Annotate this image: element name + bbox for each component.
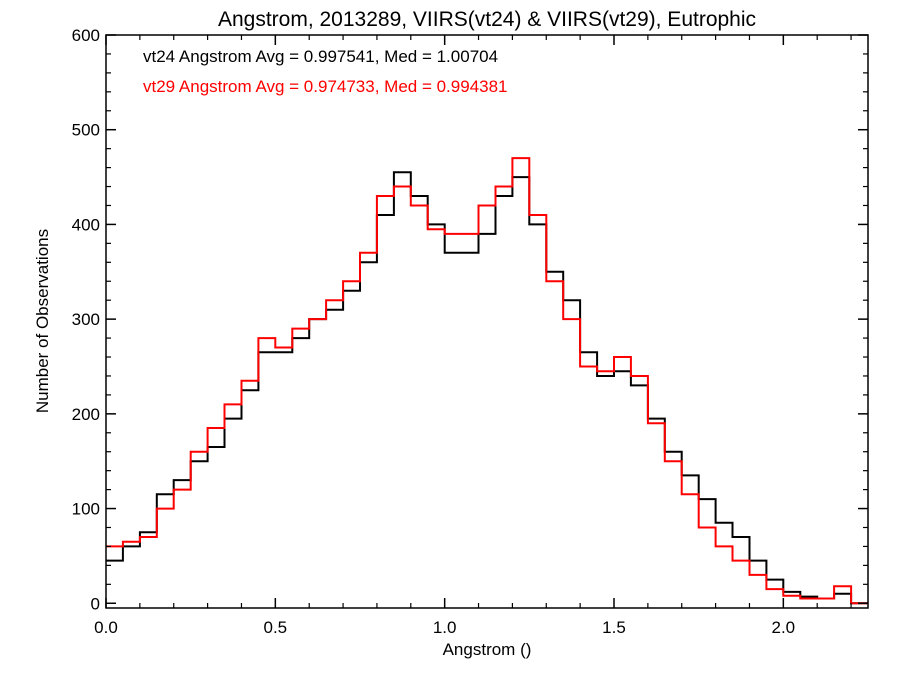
y-tick-label-5: 500 <box>72 121 100 140</box>
x-tick-label-4: 2.0 <box>772 618 796 637</box>
series-line-0 <box>106 171 868 605</box>
series-layer <box>106 157 868 605</box>
x-tick-label-0: 0.0 <box>94 618 118 637</box>
x-axis-label: Angstrom () <box>443 640 532 659</box>
y-tick-label-4: 400 <box>72 215 100 234</box>
x-tick-label-2: 1.0 <box>433 618 457 637</box>
series-line-1 <box>106 157 868 605</box>
y-axis-ticks: 0 100 200 300 400 500 600 <box>72 26 868 613</box>
y-axis-label: Number of Observations <box>33 229 52 413</box>
y-tick-label-3: 300 <box>72 310 100 329</box>
y-tick-label-2: 200 <box>72 405 100 424</box>
legend-annotation-vt29: vt29 Angstrom Avg = 0.974733, Med = 0.99… <box>143 77 508 96</box>
y-tick-label-1: 100 <box>72 500 100 519</box>
chart-title: Angstrom, 2013289, VIIRS(vt24) & VIIRS(v… <box>218 8 756 31</box>
y-tick-label-6: 600 <box>72 26 100 45</box>
plot-frame <box>105 34 869 609</box>
x-tick-label-3: 1.5 <box>602 618 626 637</box>
x-axis-ticks: 0.0 0.5 1.0 1.5 2.0 <box>94 35 852 637</box>
x-tick-label-1: 0.5 <box>264 618 288 637</box>
y-tick-label-0: 0 <box>91 594 100 613</box>
legend-annotation-vt24: vt24 Angstrom Avg = 0.997541, Med = 1.00… <box>143 47 498 66</box>
